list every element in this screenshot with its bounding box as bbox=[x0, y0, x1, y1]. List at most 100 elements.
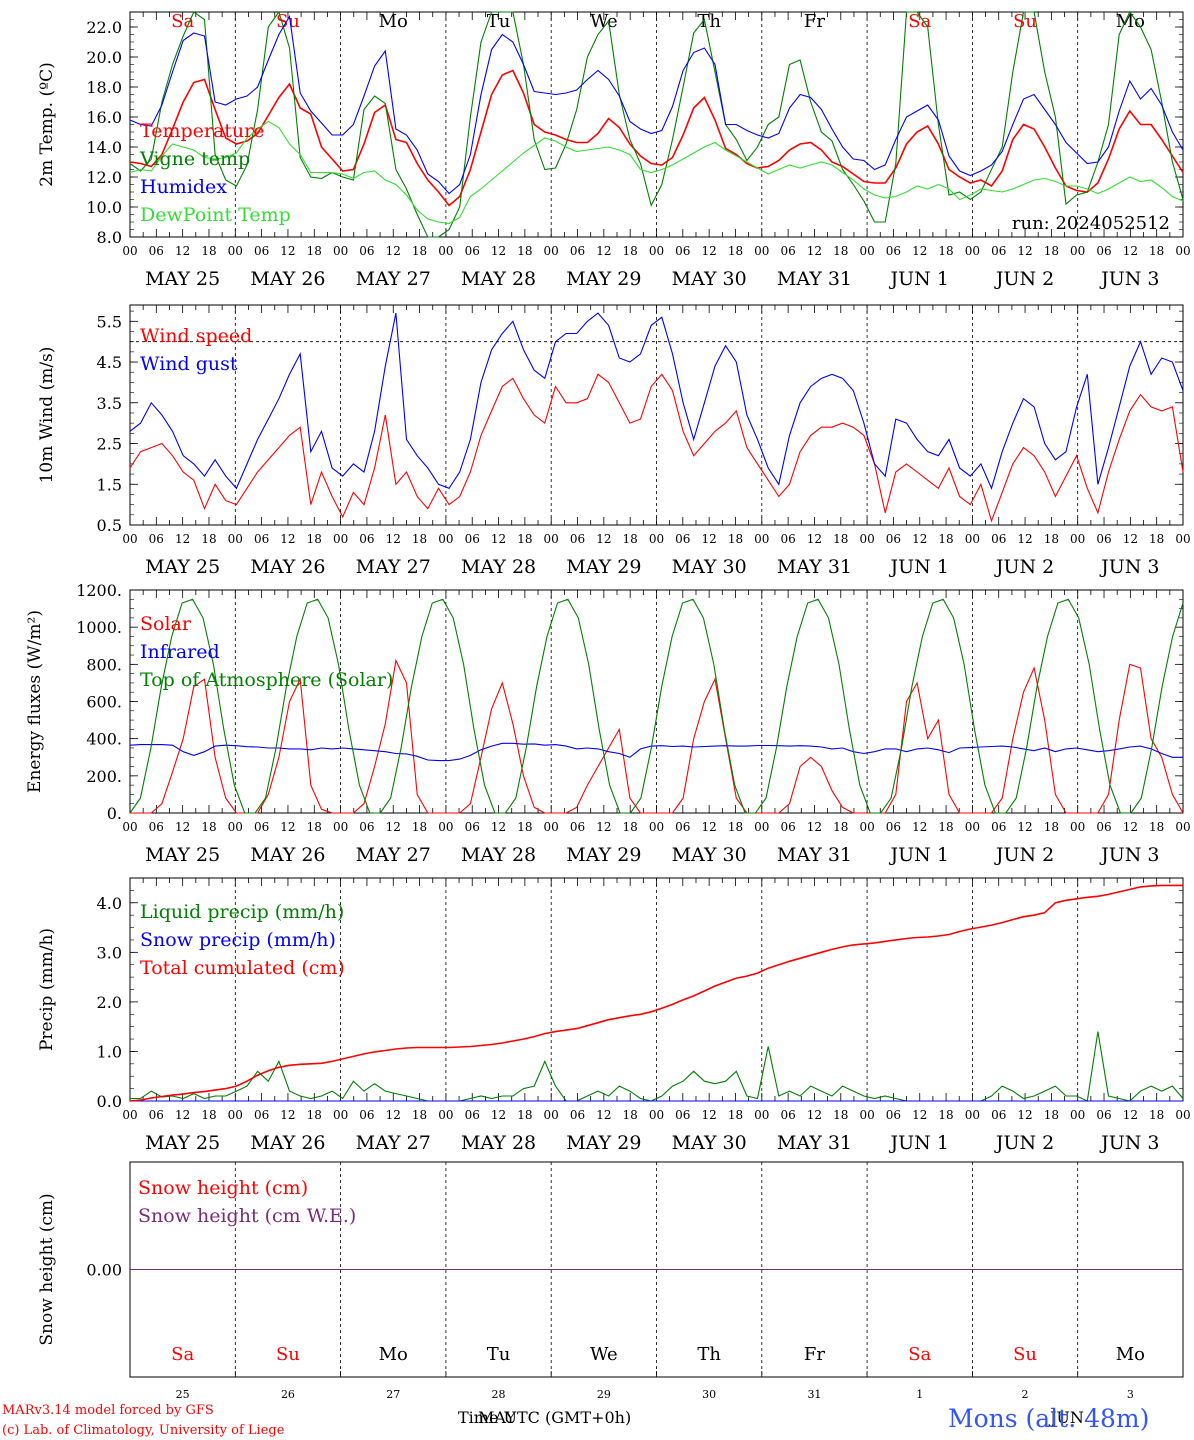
series-liquid-precip-mm-h bbox=[130, 1031, 1184, 1102]
hour-label: 06 bbox=[359, 532, 374, 546]
day-number-label: 31 bbox=[807, 1388, 821, 1401]
hour-label: 18 bbox=[517, 532, 532, 546]
hour-label: 12 bbox=[1123, 1108, 1138, 1122]
date-label: JUN 1 bbox=[889, 268, 949, 290]
hour-label: 06 bbox=[780, 820, 795, 834]
hour-label: 06 bbox=[570, 820, 585, 834]
date-label: JUN 1 bbox=[889, 556, 949, 578]
hour-label: 18 bbox=[623, 1108, 638, 1122]
date-label: MAY 27 bbox=[356, 844, 431, 866]
hour-label: 06 bbox=[991, 1108, 1006, 1122]
hour-label: 18 bbox=[623, 532, 638, 546]
weekday-label: Su bbox=[276, 1344, 300, 1365]
hour-label: 06 bbox=[991, 820, 1006, 834]
hour-label: 18 bbox=[1149, 1108, 1164, 1122]
date-label: MAY 31 bbox=[777, 844, 852, 866]
day-number-label: 28 bbox=[492, 1388, 506, 1401]
weekday-label: Tu bbox=[487, 11, 511, 32]
hour-label: 12 bbox=[702, 1108, 717, 1122]
day-number-label: 3 bbox=[1127, 1388, 1134, 1401]
hour-label: 06 bbox=[359, 820, 374, 834]
hour-label: 18 bbox=[201, 532, 216, 546]
hour-label: 00 bbox=[649, 1108, 664, 1122]
y-tick-label: 200. bbox=[86, 767, 122, 786]
date-label: MAY 31 bbox=[777, 556, 852, 578]
footer-month-label2: JUN bbox=[1048, 1408, 1084, 1427]
hour-label: 12 bbox=[280, 532, 295, 546]
hour-label: 00 bbox=[122, 820, 137, 834]
hour-label: 06 bbox=[254, 1108, 269, 1122]
hour-label: 00 bbox=[965, 820, 980, 834]
hour-label: 12 bbox=[912, 532, 927, 546]
y-tick-label: 5.5 bbox=[97, 312, 122, 331]
date-label: MAY 25 bbox=[145, 556, 220, 578]
hour-label: 06 bbox=[780, 532, 795, 546]
hour-label: 06 bbox=[149, 532, 164, 546]
y-tick-label: 3.5 bbox=[97, 394, 122, 413]
hour-label: 18 bbox=[201, 820, 216, 834]
hour-label: 12 bbox=[175, 820, 190, 834]
y-tick-label: 0. bbox=[107, 804, 122, 823]
hour-label: 18 bbox=[307, 532, 322, 546]
hour-label: 06 bbox=[780, 244, 795, 258]
hour-label: 18 bbox=[412, 532, 427, 546]
hour-label: 18 bbox=[623, 244, 638, 258]
legend-entry: Humidex bbox=[140, 176, 227, 198]
hour-label: 00 bbox=[438, 820, 453, 834]
footer-lab: (c) Lab. of Climatology, University of L… bbox=[2, 1423, 285, 1438]
legend-entry: Snow precip (mm/h) bbox=[140, 929, 336, 951]
weekday-label: Su bbox=[1013, 11, 1037, 32]
hour-label: 18 bbox=[412, 244, 427, 258]
hour-label: 00 bbox=[965, 244, 980, 258]
hour-label: 00 bbox=[438, 1108, 453, 1122]
hour-label: 12 bbox=[280, 244, 295, 258]
y-tick-label: 4.5 bbox=[97, 353, 122, 372]
hour-label: 12 bbox=[491, 532, 506, 546]
hour-label: 12 bbox=[175, 244, 190, 258]
hour-label: 12 bbox=[175, 1108, 190, 1122]
date-label: MAY 26 bbox=[250, 844, 325, 866]
hour-label: 12 bbox=[491, 244, 506, 258]
y-axis-label: Energy fluxes (W/m²) bbox=[25, 610, 45, 793]
legend-entry: DewPoint Temp bbox=[140, 204, 291, 226]
y-tick-label: 0.0 bbox=[97, 1092, 122, 1111]
legend-entry: Total cumulated (cm) bbox=[140, 957, 345, 979]
date-label: MAY 29 bbox=[566, 844, 641, 866]
date-label: MAY 30 bbox=[672, 556, 747, 578]
day-number-label: 27 bbox=[386, 1388, 400, 1401]
hour-label: 12 bbox=[1017, 1108, 1032, 1122]
weekday-label: Sa bbox=[171, 11, 194, 32]
y-tick-label: 22.0 bbox=[86, 18, 122, 37]
hour-label: 18 bbox=[517, 244, 532, 258]
panel-2: 00 06 12 18 00 06 12 18 00 06 12 18 00 06 12 18 00 06 12 18… bbox=[37, 304, 1191, 578]
hour-label: 18 bbox=[623, 820, 638, 834]
hour-label: 06 bbox=[254, 244, 269, 258]
hour-label: 00 bbox=[228, 820, 243, 834]
hour-label: 00 bbox=[544, 244, 559, 258]
hour-label: 00 bbox=[122, 1108, 137, 1122]
footer-model: MARv3.14 model forced by GFS bbox=[2, 1403, 214, 1418]
y-tick-label: 1000. bbox=[76, 618, 122, 637]
date-label: MAY 30 bbox=[672, 1132, 747, 1154]
series-wind-gust bbox=[129, 312, 1184, 490]
hour-label: 00 bbox=[228, 532, 243, 546]
weekday-label: We bbox=[590, 1344, 618, 1365]
hour-label: 18 bbox=[1044, 244, 1059, 258]
hour-label: 18 bbox=[1149, 820, 1164, 834]
y-tick-label: 16.0 bbox=[86, 108, 122, 127]
date-label: MAY 30 bbox=[672, 268, 747, 290]
hour-label: 00 bbox=[649, 820, 664, 834]
hour-label: 06 bbox=[570, 532, 585, 546]
y-tick-label: 1200. bbox=[76, 581, 122, 600]
hour-label: 00 bbox=[333, 532, 348, 546]
hour-label: 18 bbox=[307, 1108, 322, 1122]
y-tick-label: 2.5 bbox=[97, 435, 122, 454]
hour-label: 12 bbox=[1017, 244, 1032, 258]
y-axis-label: 10m Wind (m/s) bbox=[37, 347, 57, 484]
hour-label: 12 bbox=[386, 1108, 401, 1122]
hour-label: 18 bbox=[307, 244, 322, 258]
hour-label: 00 bbox=[754, 532, 769, 546]
hour-label: 00 bbox=[228, 244, 243, 258]
